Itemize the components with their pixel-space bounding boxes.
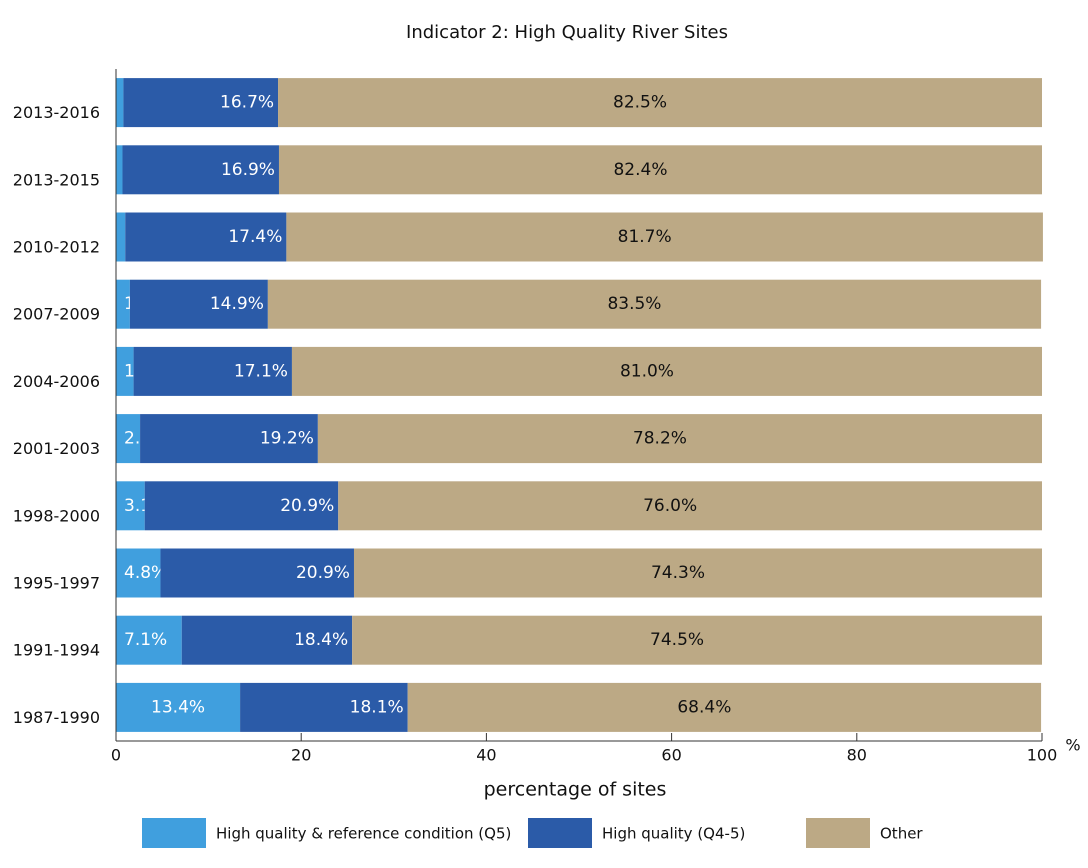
- value-label: 82.5%: [613, 93, 667, 113]
- x-tick-label: 60: [661, 746, 681, 765]
- bar-segment: [116, 279, 130, 329]
- value-label: 74.3%: [651, 563, 705, 583]
- bar-segment: [286, 212, 1043, 262]
- bar-segment: [291, 346, 1042, 396]
- value-label: 7.1%: [124, 630, 167, 650]
- value-label: 74.5%: [650, 630, 704, 650]
- bar-segment: [352, 615, 1042, 665]
- bar-segment: [317, 414, 1042, 464]
- bar-segment: [122, 145, 279, 195]
- bar-segment: [407, 682, 1042, 732]
- value-label: 20.9%: [296, 563, 350, 583]
- value-label: 76.0%: [643, 496, 697, 516]
- value-label: 83.5%: [607, 294, 661, 314]
- value-label: 13.4%: [151, 697, 205, 717]
- value-label: 17.1%: [234, 361, 288, 381]
- bar-segment: [267, 279, 1042, 329]
- bar-segment: [160, 548, 354, 598]
- y-tick-label: 2007-2009: [13, 305, 100, 324]
- y-tick-label: 1995-1997: [13, 574, 100, 593]
- bar-segment: [278, 145, 1042, 195]
- x-tick-label: 20: [291, 746, 311, 765]
- bar-segment: [140, 414, 318, 464]
- x-tick-label: 40: [476, 746, 496, 765]
- value-label: 14.9%: [210, 294, 264, 314]
- bar-segment: [353, 548, 1042, 598]
- legend-label: High quality (Q4-5): [602, 825, 745, 843]
- x-tick-label: 0: [111, 746, 121, 765]
- value-label: 16.7%: [220, 93, 274, 113]
- legend-label: Other: [880, 825, 923, 843]
- value-label: 16.9%: [221, 160, 275, 180]
- y-tick-label: 2013-2016: [13, 103, 100, 122]
- value-label: 82.4%: [613, 160, 667, 180]
- bar-segment: [116, 615, 182, 665]
- bar-segment: [338, 481, 1042, 531]
- bar-segment: [181, 615, 353, 665]
- value-label: 78.2%: [633, 429, 687, 449]
- bar-segment: [116, 682, 241, 732]
- y-tick-label: 2001-2003: [13, 439, 100, 458]
- bar-segment: [133, 346, 292, 396]
- x-tick-label: 100: [1027, 746, 1058, 765]
- y-tick-label: 1987-1990: [13, 708, 100, 727]
- bar-segment: [116, 212, 126, 262]
- value-label: 4.8%: [124, 563, 167, 583]
- value-label: 18.4%: [294, 630, 348, 650]
- bar-segment: [116, 346, 134, 396]
- y-tick-label: 2013-2015: [13, 170, 100, 189]
- y-tick-label: 2004-2006: [13, 372, 100, 391]
- value-label: 20.9%: [280, 496, 334, 516]
- x-unit: %: [1065, 736, 1080, 755]
- y-tick-label: 1998-2000: [13, 506, 100, 525]
- value-label: 81.7%: [618, 227, 672, 247]
- legend-swatch: [806, 818, 870, 848]
- legend-swatch: [142, 818, 206, 848]
- bar-segment: [123, 78, 279, 128]
- value-label: 18.1%: [350, 697, 404, 717]
- bar-segment: [240, 682, 408, 732]
- value-label: 17.4%: [228, 227, 282, 247]
- chart-title: Indicator 2: High Quality River Sites: [406, 22, 728, 43]
- value-label: 19.2%: [260, 429, 314, 449]
- x-axis-label: percentage of sites: [484, 779, 667, 801]
- bar-segment: [116, 145, 123, 195]
- bar-segment: [144, 481, 339, 531]
- bar-segment: [116, 414, 141, 464]
- bar-segment: [125, 212, 287, 262]
- bar-segment: [129, 279, 268, 329]
- value-label: 81.0%: [620, 361, 674, 381]
- legend-swatch: [528, 818, 592, 848]
- value-label: 68.4%: [677, 697, 731, 717]
- bar-segment: [278, 78, 1042, 128]
- bar-segment: [116, 78, 124, 128]
- legend-label: High quality & reference condition (Q5): [216, 825, 511, 843]
- y-tick-label: 2010-2012: [13, 238, 100, 257]
- y-tick-label: 1991-1994: [13, 641, 100, 660]
- x-tick-label: 80: [847, 746, 867, 765]
- bar-segment: [116, 481, 145, 531]
- bar-segment: [116, 548, 161, 598]
